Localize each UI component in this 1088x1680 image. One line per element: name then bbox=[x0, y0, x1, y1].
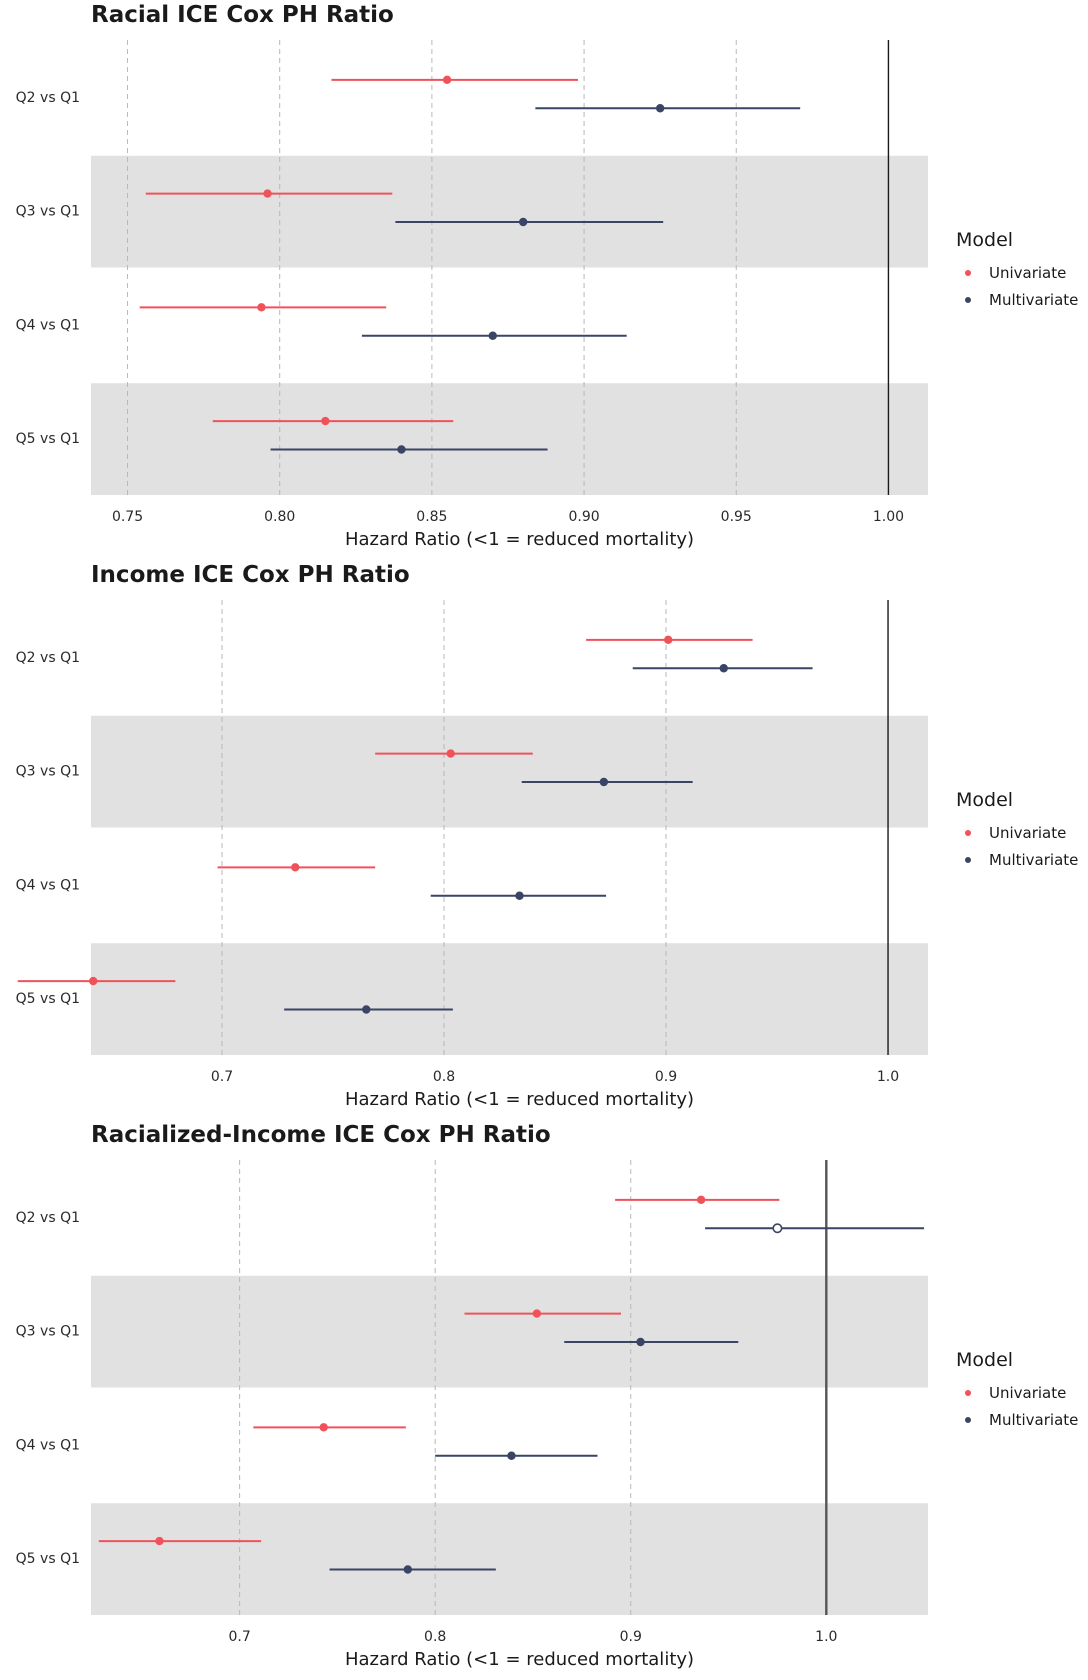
y-category-label: Q4 vs Q1 bbox=[16, 1437, 80, 1453]
point-estimate-multivariate bbox=[518, 217, 528, 227]
y-category-label: Q3 vs Q1 bbox=[16, 1324, 80, 1340]
legend-label: Univariate bbox=[989, 263, 1067, 282]
row-band-shade bbox=[91, 1275, 928, 1388]
point-estimate-univariate bbox=[696, 1195, 706, 1205]
legend-label: Multivariate bbox=[989, 1410, 1079, 1429]
legend-item-multivariate: Multivariate bbox=[956, 286, 1078, 313]
legend-item-multivariate: Multivariate bbox=[956, 1406, 1078, 1433]
legend-item-univariate: Univariate bbox=[956, 1379, 1078, 1406]
x-tick-label: 0.9 bbox=[655, 1069, 677, 1085]
point-estimate-multivariate bbox=[515, 891, 524, 900]
point-estimate-multivariate bbox=[599, 777, 609, 787]
legend-label: Univariate bbox=[989, 823, 1067, 842]
row-band-shade bbox=[91, 715, 928, 828]
row-band-shade bbox=[91, 383, 928, 495]
y-category-label: Q3 vs Q1 bbox=[16, 764, 80, 780]
y-category-label: Q5 vs Q1 bbox=[16, 991, 80, 1007]
forest-plot-svg: Q2 vs Q1 Q3 vs Q1 Q4 vs Q1 Q5 vs Q1 0.75 0.80… bbox=[16, 40, 928, 550]
point-estimate-univariate bbox=[155, 1536, 164, 1546]
point-estimate-multivariate bbox=[397, 445, 406, 454]
row-band-shade bbox=[91, 155, 928, 268]
legend-dot-icon bbox=[965, 829, 971, 836]
legend-dot-icon bbox=[965, 1389, 971, 1396]
x-tick-label: 0.9 bbox=[620, 1629, 642, 1645]
point-estimate-multivariate bbox=[772, 1223, 783, 1234]
point-estimate-multivariate bbox=[636, 1337, 645, 1347]
x-axis-label: Hazard Ratio (<1 = reduced mortality) bbox=[345, 529, 694, 550]
forest-plot-svg: Q2 vs Q1 Q3 vs Q1 Q4 vs Q1 Q5 vs Q1 0.7 0.8 0.… bbox=[16, 600, 928, 1110]
point-estimate-multivariate bbox=[403, 1565, 413, 1574]
chart-panel-1: Q2 vs Q1 Q3 vs Q1 Q4 vs Q1 Q5 vs Q1 0.75 0.80… bbox=[0, 0, 1088, 560]
chart-title: Racial ICE Cox PH Ratio bbox=[91, 2, 394, 28]
legend-title: Model bbox=[956, 229, 1014, 251]
point-estimate-univariate bbox=[321, 416, 330, 426]
chart-panel-2: Q2 vs Q1 Q3 vs Q1 Q4 vs Q1 Q5 vs Q1 0.7 0.8 0.… bbox=[0, 560, 1088, 1120]
legend-title: Model bbox=[956, 789, 1014, 811]
point-estimate-multivariate bbox=[488, 331, 497, 340]
x-tick-label: 1.00 bbox=[873, 509, 904, 525]
legend-label: Multivariate bbox=[989, 850, 1079, 869]
point-estimate-univariate bbox=[263, 189, 272, 198]
chart-title: Income ICE Cox PH Ratio bbox=[91, 562, 410, 588]
legend-item-univariate: Univariate bbox=[956, 819, 1078, 846]
point-estimate-univariate bbox=[446, 749, 455, 758]
x-tick-label: 0.80 bbox=[264, 509, 295, 525]
chart-panel-3: Q2 vs Q1 Q3 vs Q1 Q4 vs Q1 Q5 vs Q1 0.7 0.8 0.… bbox=[0, 1120, 1088, 1680]
x-axis-label: Hazard Ratio (<1 = reduced mortality) bbox=[345, 1089, 694, 1110]
y-category-label: Q2 vs Q1 bbox=[16, 90, 80, 106]
point-estimate-multivariate bbox=[719, 664, 728, 673]
point-estimate-univariate bbox=[664, 635, 673, 645]
x-tick-label: 0.90 bbox=[568, 509, 599, 525]
x-tick-label: 1.0 bbox=[815, 1629, 837, 1645]
legend: Model Univariate Multivariate bbox=[956, 1349, 1078, 1433]
x-tick-label: 0.95 bbox=[721, 509, 752, 525]
y-category-label: Q5 vs Q1 bbox=[16, 1551, 80, 1567]
point-estimate-multivariate bbox=[362, 1005, 371, 1014]
y-category-label: Q3 vs Q1 bbox=[16, 204, 80, 220]
row-band-shade bbox=[91, 1503, 928, 1615]
legend: Model Univariate Multivariate bbox=[956, 229, 1078, 313]
point-estimate-univariate bbox=[89, 976, 98, 986]
y-category-label: Q5 vs Q1 bbox=[16, 431, 80, 447]
forest-plot-svg: Q2 vs Q1 Q3 vs Q1 Q4 vs Q1 Q5 vs Q1 0.7 0.8 0.… bbox=[16, 1160, 928, 1670]
legend-dot-icon bbox=[965, 856, 971, 863]
x-tick-label: 0.7 bbox=[228, 1629, 250, 1645]
y-category-label: Q4 vs Q1 bbox=[16, 317, 80, 333]
legend-item-univariate: Univariate bbox=[956, 259, 1078, 286]
x-tick-label: 0.8 bbox=[424, 1629, 446, 1645]
point-estimate-univariate bbox=[532, 1309, 542, 1318]
point-estimate-univariate bbox=[319, 1423, 328, 1432]
x-tick-label: 0.85 bbox=[416, 509, 447, 525]
x-tick-label: 0.75 bbox=[112, 509, 143, 525]
chart-title: Racialized-Income ICE Cox PH Ratio bbox=[91, 1122, 551, 1148]
legend-dot-icon bbox=[965, 296, 971, 303]
point-estimate-univariate bbox=[291, 863, 300, 872]
y-category-label: Q2 vs Q1 bbox=[16, 650, 80, 666]
legend-dot-icon bbox=[965, 1416, 971, 1423]
legend-dot-icon bbox=[965, 269, 971, 276]
row-band-shade bbox=[91, 943, 928, 1055]
legend-label: Multivariate bbox=[989, 290, 1079, 309]
point-estimate-univariate bbox=[442, 75, 452, 85]
y-category-label: Q4 vs Q1 bbox=[16, 877, 80, 893]
legend: Model Univariate Multivariate bbox=[956, 789, 1078, 873]
x-tick-label: 1.0 bbox=[877, 1069, 899, 1085]
legend-title: Model bbox=[956, 1349, 1014, 1371]
point-estimate-multivariate bbox=[655, 104, 665, 113]
x-tick-label: 0.8 bbox=[433, 1069, 455, 1085]
legend-label: Univariate bbox=[989, 1383, 1067, 1402]
y-category-label: Q2 vs Q1 bbox=[16, 1210, 80, 1226]
x-tick-label: 0.7 bbox=[211, 1069, 233, 1085]
point-estimate-univariate bbox=[257, 303, 266, 312]
legend-item-multivariate: Multivariate bbox=[956, 846, 1078, 873]
x-axis-label: Hazard Ratio (<1 = reduced mortality) bbox=[345, 1649, 694, 1670]
point-estimate-multivariate bbox=[507, 1451, 516, 1460]
